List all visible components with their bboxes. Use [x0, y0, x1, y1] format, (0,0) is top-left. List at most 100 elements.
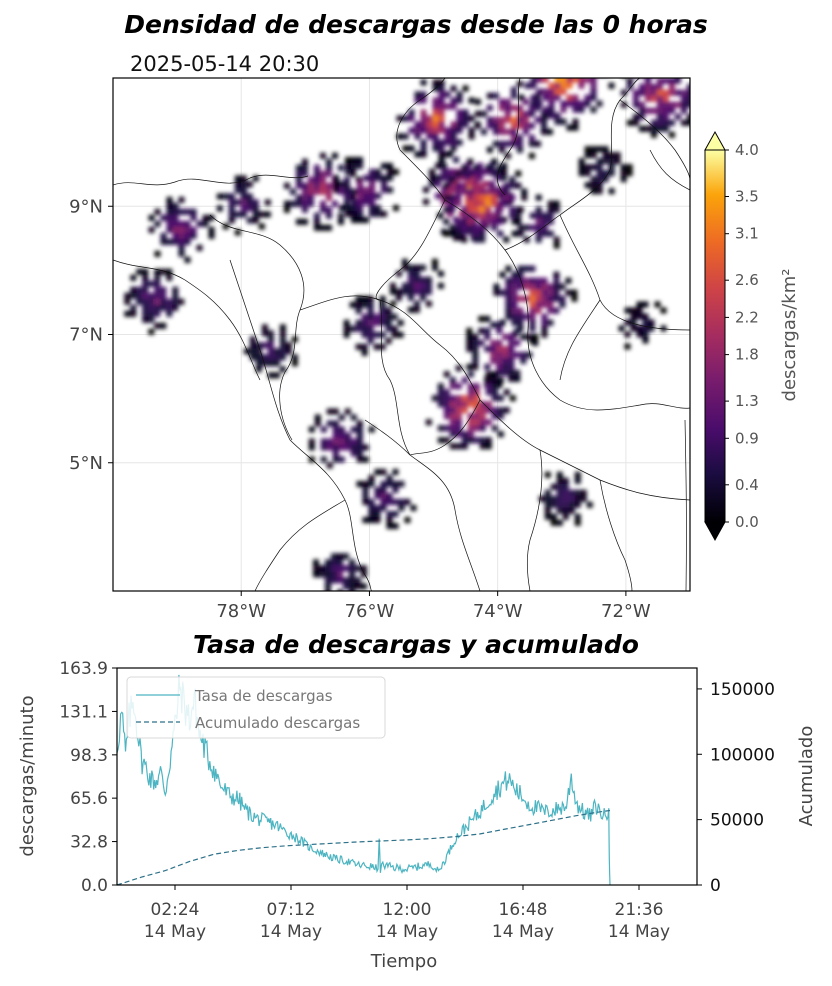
density-cell — [142, 274, 149, 281]
density-cell — [124, 310, 131, 317]
density-cell — [332, 408, 339, 415]
density-cell — [586, 501, 593, 508]
density-cell — [686, 119, 690, 126]
density-cell — [453, 174, 460, 181]
chart-legend: Tasa de descargas Acumulado descargas — [126, 676, 386, 739]
density-cell — [449, 431, 456, 438]
density-cell — [508, 345, 515, 352]
density-cell — [467, 401, 474, 408]
density-cell — [373, 343, 380, 350]
density-cell — [348, 577, 355, 584]
density-cell — [148, 310, 155, 317]
density-cell — [542, 88, 549, 95]
density-cell — [491, 383, 498, 390]
density-cell — [124, 292, 131, 299]
density-cell — [154, 268, 161, 275]
density-cell — [461, 377, 468, 384]
density-cell — [535, 295, 542, 302]
density-cell — [542, 112, 549, 119]
density-cell — [528, 110, 535, 117]
density-cell — [553, 206, 560, 213]
density-cell — [279, 336, 286, 343]
density-cell — [357, 211, 364, 218]
density-cell — [505, 283, 512, 290]
density-cell — [178, 232, 185, 239]
density-cell — [636, 325, 643, 332]
density-cell — [355, 176, 362, 183]
density-cell — [642, 301, 649, 308]
density-cell — [267, 354, 274, 361]
density-cell — [343, 325, 350, 332]
density-cell — [668, 89, 675, 96]
density-cell — [642, 325, 649, 332]
density-cell — [380, 487, 387, 494]
density-cell — [526, 351, 533, 358]
density-cell — [479, 419, 486, 426]
density-cell — [491, 170, 498, 177]
density-cell — [477, 168, 484, 175]
density-cell — [472, 351, 479, 358]
map-y-tick-label: 7°N — [69, 325, 103, 346]
density-cell — [516, 110, 523, 117]
density-cell — [544, 471, 551, 478]
density-cell — [326, 420, 333, 427]
density-cell — [318, 565, 325, 572]
density-cell — [626, 119, 633, 126]
density-cell — [361, 301, 368, 308]
density-cell — [354, 577, 361, 584]
density-cell — [283, 206, 290, 213]
density-cell — [166, 196, 173, 203]
density-cell — [449, 230, 456, 237]
density-cell — [374, 469, 381, 476]
density-cell — [172, 232, 179, 239]
density-cell — [264, 199, 271, 206]
density-cell — [503, 188, 510, 195]
density-cell — [520, 333, 527, 340]
density-cell — [510, 104, 517, 111]
density-cell — [148, 328, 155, 335]
density-cell — [449, 407, 456, 414]
density-cell — [485, 371, 492, 378]
density-cell — [444, 91, 451, 98]
density-cell — [686, 101, 690, 108]
density-cell — [348, 589, 355, 591]
density-cell — [556, 507, 563, 514]
density-cell — [485, 188, 492, 195]
density-cell — [478, 327, 485, 334]
density-cell — [516, 134, 523, 141]
density-cell — [490, 357, 497, 364]
density-cell — [473, 413, 480, 420]
density-cell — [509, 194, 516, 201]
density-cell — [547, 212, 554, 219]
density-cell — [538, 495, 545, 502]
map-x-tick-label: 74°W — [473, 601, 523, 622]
density-cell — [420, 121, 427, 128]
density-cell — [578, 82, 585, 89]
density-cell — [301, 218, 308, 225]
density-cell — [529, 301, 536, 308]
density-cell — [467, 431, 474, 438]
density-cell — [529, 265, 536, 272]
chart-x-tick-label: 21:36 — [615, 900, 664, 920]
density-cell — [234, 199, 241, 206]
density-cell — [644, 78, 651, 84]
density-cell — [517, 319, 524, 326]
density-cell — [385, 325, 392, 332]
density-cell — [522, 116, 529, 123]
density-cell — [301, 200, 308, 207]
density-cell — [426, 133, 433, 140]
density-cell — [375, 193, 382, 200]
density-cell — [385, 307, 392, 314]
density-cell — [480, 110, 487, 117]
density-cell — [608, 164, 615, 171]
density-cell — [243, 348, 250, 355]
density-cell — [467, 200, 474, 207]
density-cell — [529, 313, 536, 320]
density-cell — [565, 289, 572, 296]
density-cell — [584, 182, 591, 189]
density-cell — [562, 507, 569, 514]
density-cell — [449, 425, 456, 432]
density-cell — [408, 145, 415, 152]
density-cell — [455, 218, 462, 225]
density-cell — [432, 127, 439, 134]
